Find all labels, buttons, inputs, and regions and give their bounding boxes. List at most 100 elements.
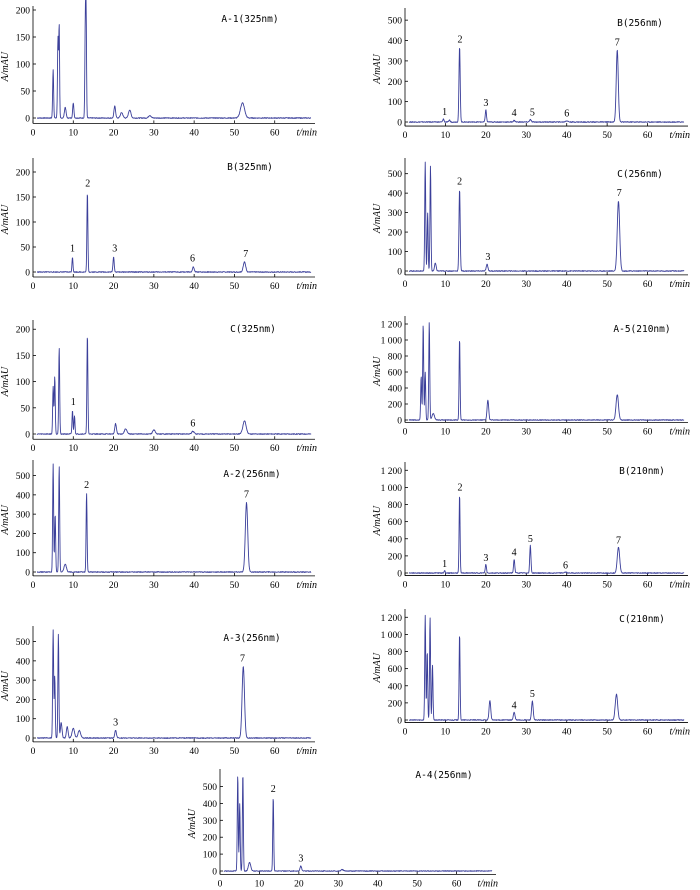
x-tick-label: 10	[441, 581, 451, 591]
x-tick-label: 10	[69, 747, 79, 757]
peak-label: 3	[483, 553, 488, 564]
y-tick-label: 0	[25, 569, 30, 579]
y-tick-label: 1 200	[381, 467, 403, 477]
peak-label: 2	[85, 179, 90, 190]
x-tick-label: 20	[109, 128, 119, 138]
x-tick-label: 30	[522, 131, 532, 141]
chromatogram-panel-A4-256: 0 10 20 30 40 50 60 t/min 0 100 200 300 400 500 A/mAU A…	[187, 769, 498, 889]
y-tick-label: 400	[388, 385, 403, 395]
x-tick-label: 30	[522, 728, 532, 738]
x-tick-label: 20	[481, 581, 491, 591]
panel-title: A-5(210nm)	[613, 324, 670, 335]
y-tick-label: 100	[388, 248, 403, 258]
x-tick-label: 40	[189, 128, 199, 138]
x-axis-title: t/min	[669, 580, 690, 591]
y-tick-label: 400	[388, 682, 403, 692]
x-tick-label: 0	[403, 728, 408, 738]
y-axis-title: A/mAU	[0, 504, 11, 535]
y-tick-label: 500	[16, 638, 31, 648]
peak-label: 3	[112, 244, 117, 255]
x-tick-label: 40	[562, 728, 572, 738]
x-tick-label: 60	[270, 747, 280, 757]
y-tick-label: 0	[397, 268, 402, 278]
y-tick-label: 200	[388, 229, 403, 239]
panel-title: A-1(325nm)	[221, 14, 278, 25]
y-tick-label: 500	[388, 17, 403, 27]
peak-label: 3	[483, 98, 488, 109]
y-tick-label: 50	[21, 88, 31, 98]
x-tick-label: 60	[270, 444, 280, 454]
peak-label: 6	[564, 109, 569, 120]
x-axis-title: t/min	[669, 426, 690, 437]
panel-title: C(210nm)	[619, 614, 665, 625]
peak-label: 2	[271, 784, 276, 795]
chromatogram-panel-B-325: 0 10 20 30 40 50 60 t/min 0 50 100 150 200 A/mAU B(325…	[0, 158, 317, 292]
panel-title: C(325nm)	[230, 324, 276, 335]
chromatogram-trace	[36, 194, 312, 273]
x-axis-title: t/min	[296, 443, 317, 454]
peak-label: 7	[240, 654, 245, 665]
y-tick-label: 800	[388, 648, 403, 658]
x-tick-label: 0	[31, 581, 36, 591]
x-tick-label: 0	[31, 128, 36, 138]
y-tick-label: 1 200	[381, 614, 403, 624]
x-tick-label: 60	[452, 879, 462, 889]
x-axis-title: t/min	[669, 279, 690, 290]
x-tick-label: 50	[602, 280, 612, 290]
x-tick-label: 10	[441, 728, 451, 738]
y-tick-label: 300	[388, 57, 403, 67]
chromatogram-panel-A3-256: 0 10 20 30 40 50 60 t/min 0 100 200 300 400 500 A/mAU A…	[0, 626, 317, 757]
peak-label: 1	[71, 397, 76, 408]
x-tick-label: 0	[403, 280, 408, 290]
x-tick-label: 50	[602, 131, 612, 141]
x-tick-label: 30	[149, 128, 159, 138]
y-tick-label: 500	[16, 472, 31, 482]
x-tick-label: 20	[294, 879, 304, 889]
chromatogram-trace	[36, 629, 312, 739]
y-tick-label: 100	[16, 715, 31, 725]
panel-title: B(210nm)	[619, 466, 665, 477]
peak-label: 3	[113, 717, 118, 728]
x-tick-label: 30	[149, 747, 159, 757]
y-tick-label: 200	[388, 401, 403, 411]
x-axis-title: t/min	[296, 746, 317, 757]
y-tick-label: 800	[388, 501, 403, 511]
x-tick-label: 10	[255, 879, 265, 889]
chromatogram-trace	[36, 463, 312, 573]
x-tick-label: 60	[643, 280, 653, 290]
x-tick-label: 10	[69, 282, 79, 292]
y-axis-title: A/mAU	[0, 204, 11, 235]
y-tick-label: 200	[203, 834, 218, 844]
x-tick-label: 30	[522, 581, 532, 591]
y-tick-label: 400	[203, 800, 218, 810]
y-tick-label: 200	[16, 169, 31, 179]
y-tick-label: 150	[16, 34, 31, 44]
y-tick-label: 1 200	[381, 321, 403, 331]
chromatogram-trace	[223, 776, 493, 872]
chromatogram-panel-C-256: 0 10 20 30 40 50 60 t/min 0 100 200 300 400 500 A/mAU C…	[372, 158, 690, 290]
x-tick-label: 0	[218, 879, 223, 889]
peak-label: 7	[616, 535, 621, 546]
x-tick-label: 40	[373, 879, 383, 889]
panel-title: B(325nm)	[227, 162, 273, 173]
peak-label: 7	[615, 38, 620, 49]
y-tick-label: 200	[388, 78, 403, 88]
y-tick-label: 300	[388, 209, 403, 219]
y-tick-label: 0	[397, 570, 402, 580]
x-tick-label: 0	[31, 282, 36, 292]
y-tick-label: 100	[388, 98, 403, 108]
y-tick-label: 50	[21, 244, 31, 254]
x-tick-label: 40	[562, 131, 572, 141]
peak-label: 2	[457, 482, 462, 493]
chromatogram-panel-C-325: 0 10 20 30 40 50 60 t/min 0 50 100 150 200 A/mAU C(325…	[0, 320, 317, 454]
peak-label: 1	[442, 559, 447, 570]
chromatogram-trace	[408, 322, 685, 421]
x-tick-label: 40	[562, 280, 572, 290]
peak-label: 1	[442, 107, 447, 118]
x-tick-label: 30	[149, 444, 159, 454]
x-tick-label: 40	[189, 444, 199, 454]
x-tick-label: 0	[403, 581, 408, 591]
y-tick-label: 300	[16, 677, 31, 687]
y-axis-title: A/mAU	[0, 670, 11, 701]
peak-label: 5	[530, 107, 535, 118]
